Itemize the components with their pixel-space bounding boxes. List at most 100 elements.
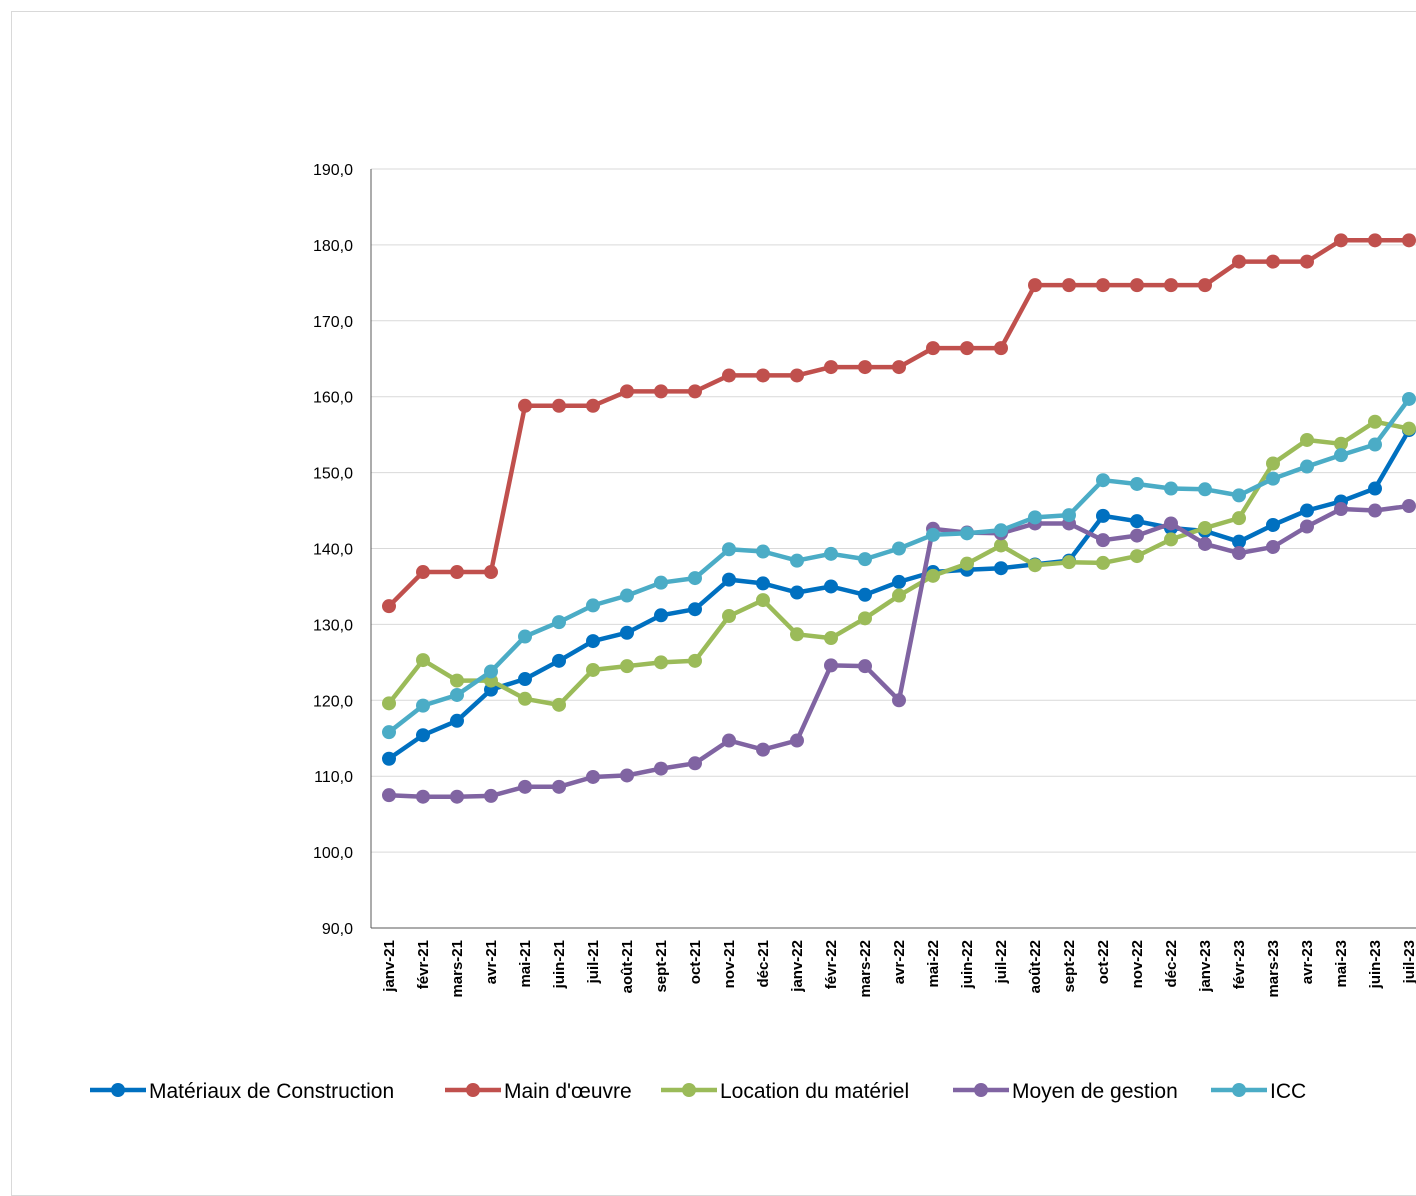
legend-item: Moyen de gestion <box>953 1080 1178 1103</box>
data-point <box>1368 503 1382 518</box>
data-point <box>994 523 1008 538</box>
data-point <box>1334 436 1348 451</box>
data-point <box>1096 473 1110 488</box>
data-point <box>994 341 1008 356</box>
data-point <box>926 341 940 356</box>
y-tick-label: 180,0 <box>313 238 353 255</box>
data-point <box>1334 502 1348 517</box>
data-point <box>1164 516 1178 531</box>
legend: Matériaux de Construction Main d'œuvre Loc… <box>90 1080 1306 1103</box>
data-point <box>824 658 838 673</box>
data-point <box>1232 254 1246 269</box>
data-point <box>790 368 804 383</box>
x-tick-label: mars-22 <box>857 940 874 998</box>
data-point <box>450 673 464 688</box>
data-point <box>790 553 804 568</box>
data-point <box>1232 534 1246 549</box>
data-point <box>450 687 464 702</box>
data-point <box>688 571 702 586</box>
x-tick-label: févr-21 <box>415 940 432 989</box>
data-point <box>722 572 736 587</box>
data-point <box>1198 521 1212 536</box>
data-point <box>892 541 906 556</box>
data-point <box>1402 421 1416 436</box>
series-1 <box>382 233 1416 614</box>
x-tick-label: sept-22 <box>1061 940 1078 993</box>
data-point <box>960 556 974 571</box>
data-point <box>586 662 600 677</box>
data-point <box>416 698 430 713</box>
data-point <box>586 769 600 784</box>
x-tick-label: juin-21 <box>551 940 568 989</box>
data-point <box>688 384 702 399</box>
legend-label: Main d'œuvre <box>504 1080 632 1103</box>
data-point <box>1300 519 1314 534</box>
data-point <box>688 756 702 771</box>
data-point <box>620 768 634 783</box>
data-point <box>518 691 532 706</box>
y-tick-label: 110,0 <box>314 769 353 786</box>
data-point <box>382 751 396 766</box>
x-tick-label: avr-22 <box>891 940 908 984</box>
data-point <box>1334 233 1348 248</box>
y-axis-ticks: 90,0 100,0 110,0 120,0 130,0 140,0 150,0 160,0 1… <box>313 162 353 938</box>
data-point <box>1198 482 1212 497</box>
data-point <box>1130 528 1144 543</box>
data-point <box>518 672 532 687</box>
y-tick-label: 170,0 <box>313 314 353 331</box>
data-point <box>654 575 668 590</box>
data-point <box>1266 539 1280 554</box>
data-point <box>892 360 906 375</box>
data-point <box>1096 555 1110 570</box>
data-point <box>620 588 634 603</box>
x-tick-label: mai-22 <box>925 940 942 988</box>
data-point <box>1232 511 1246 526</box>
data-point <box>1300 503 1314 518</box>
data-point <box>1130 278 1144 293</box>
x-tick-label: janv-22 <box>789 940 806 993</box>
axes <box>370 169 1416 929</box>
data-point <box>1368 437 1382 452</box>
series-4 <box>382 391 1416 740</box>
x-axis-ticks: janv-21 févr-21 mars-21 avr-21 mai-21 juin-21… <box>381 940 1416 998</box>
y-tick-label: 160,0 <box>313 390 353 407</box>
x-tick-label: juin-23 <box>1367 940 1384 989</box>
data-point <box>1198 278 1212 293</box>
data-point <box>824 631 838 646</box>
data-point <box>994 538 1008 553</box>
data-point <box>1300 432 1314 447</box>
y-tick-label: 90,0 <box>322 921 353 938</box>
data-point <box>416 789 430 804</box>
data-point <box>1266 254 1280 269</box>
data-point <box>1402 498 1416 513</box>
y-tick-label: 120,0 <box>313 693 353 710</box>
x-tick-label: avr-21 <box>483 940 500 984</box>
legend-marker <box>466 1083 480 1097</box>
data-point <box>858 552 872 567</box>
data-point <box>654 384 668 399</box>
data-point <box>960 526 974 541</box>
series-line <box>386 419 1412 708</box>
y-tick-label: 190,0 <box>313 162 353 179</box>
legend-label: Moyen de gestion <box>1012 1080 1178 1103</box>
data-point <box>1334 448 1348 463</box>
data-point <box>552 653 566 668</box>
x-tick-label: oct-22 <box>1095 940 1112 984</box>
x-tick-label: mai-23 <box>1333 940 1350 988</box>
data-point <box>416 653 430 668</box>
data-point <box>1164 481 1178 496</box>
data-point <box>1028 558 1042 573</box>
data-point <box>620 659 634 674</box>
data-point <box>892 574 906 589</box>
data-point <box>1368 414 1382 429</box>
legend-label: Matériaux de Construction <box>149 1080 394 1103</box>
x-tick-label: mars-23 <box>1265 940 1282 998</box>
y-tick-label: 100,0 <box>313 845 353 862</box>
data-point <box>450 789 464 804</box>
data-point <box>1402 233 1416 248</box>
legend-item: ICC <box>1211 1080 1306 1103</box>
data-point <box>1130 514 1144 529</box>
data-point <box>450 565 464 580</box>
data-point <box>1300 459 1314 474</box>
